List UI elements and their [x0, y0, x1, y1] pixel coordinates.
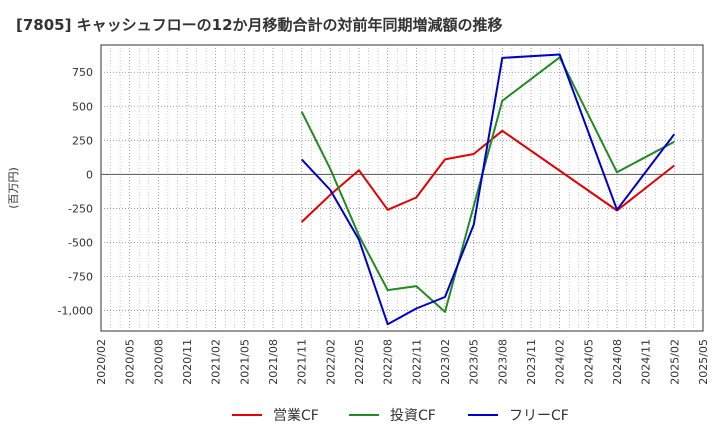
x-tick-label: 2021/08 — [267, 339, 280, 385]
series-line-1 — [301, 129, 675, 223]
x-tick-label: 2021/02 — [210, 339, 223, 385]
x-tick-label: 2021/05 — [238, 339, 251, 385]
y-tick-label: -250 — [68, 202, 93, 215]
x-tick-label: 2024/02 — [554, 339, 567, 385]
x-tick-label: 2024/08 — [611, 339, 624, 385]
series-line-2 — [300, 56, 675, 313]
x-tick-label: 2020/11 — [181, 339, 194, 385]
x-tick-label: 2025/02 — [668, 339, 681, 385]
y-tick-label: -1,000 — [58, 305, 93, 318]
legend-label: 投資CF — [390, 408, 436, 424]
x-tick-label: 2022/02 — [324, 339, 337, 385]
legend-label: 営業CF — [273, 408, 319, 424]
y-tick-label: -750 — [68, 271, 93, 284]
y-tick-label: 0 — [86, 168, 93, 181]
legend-label: フリーCF — [509, 408, 569, 424]
x-tick-label: 2023/08 — [496, 339, 509, 385]
x-tick-label: 2023/02 — [439, 339, 452, 385]
x-tick-label: 2022/11 — [410, 339, 423, 385]
x-tick-label: 2024/11 — [640, 339, 653, 385]
y-tick-label: 500 — [72, 100, 93, 113]
x-tick-label: 2021/11 — [296, 339, 309, 385]
x-tick-label: 2024/05 — [582, 339, 595, 385]
y-axis-label: (百万円) — [7, 167, 20, 209]
x-tick-label: 2023/11 — [525, 339, 538, 385]
y-tick-label: -500 — [68, 236, 93, 249]
x-tick-label: 2025/05 — [697, 339, 710, 385]
y-tick-label: 250 — [72, 134, 93, 147]
x-tick-label: 2020/08 — [152, 339, 165, 385]
x-tick-label: 2020/02 — [95, 339, 108, 385]
chart-title: [7805] キャッシュフローの12か月移動合計の対前年同期増減額の推移 — [16, 16, 503, 34]
x-tick-label: 2020/05 — [124, 339, 137, 385]
x-tick-label: 2022/05 — [353, 339, 366, 385]
x-tick-label: 2023/05 — [468, 339, 481, 385]
y-tick-label: 750 — [72, 66, 93, 79]
plot-area — [100, 44, 704, 332]
x-tick-label: 2022/08 — [382, 339, 395, 385]
